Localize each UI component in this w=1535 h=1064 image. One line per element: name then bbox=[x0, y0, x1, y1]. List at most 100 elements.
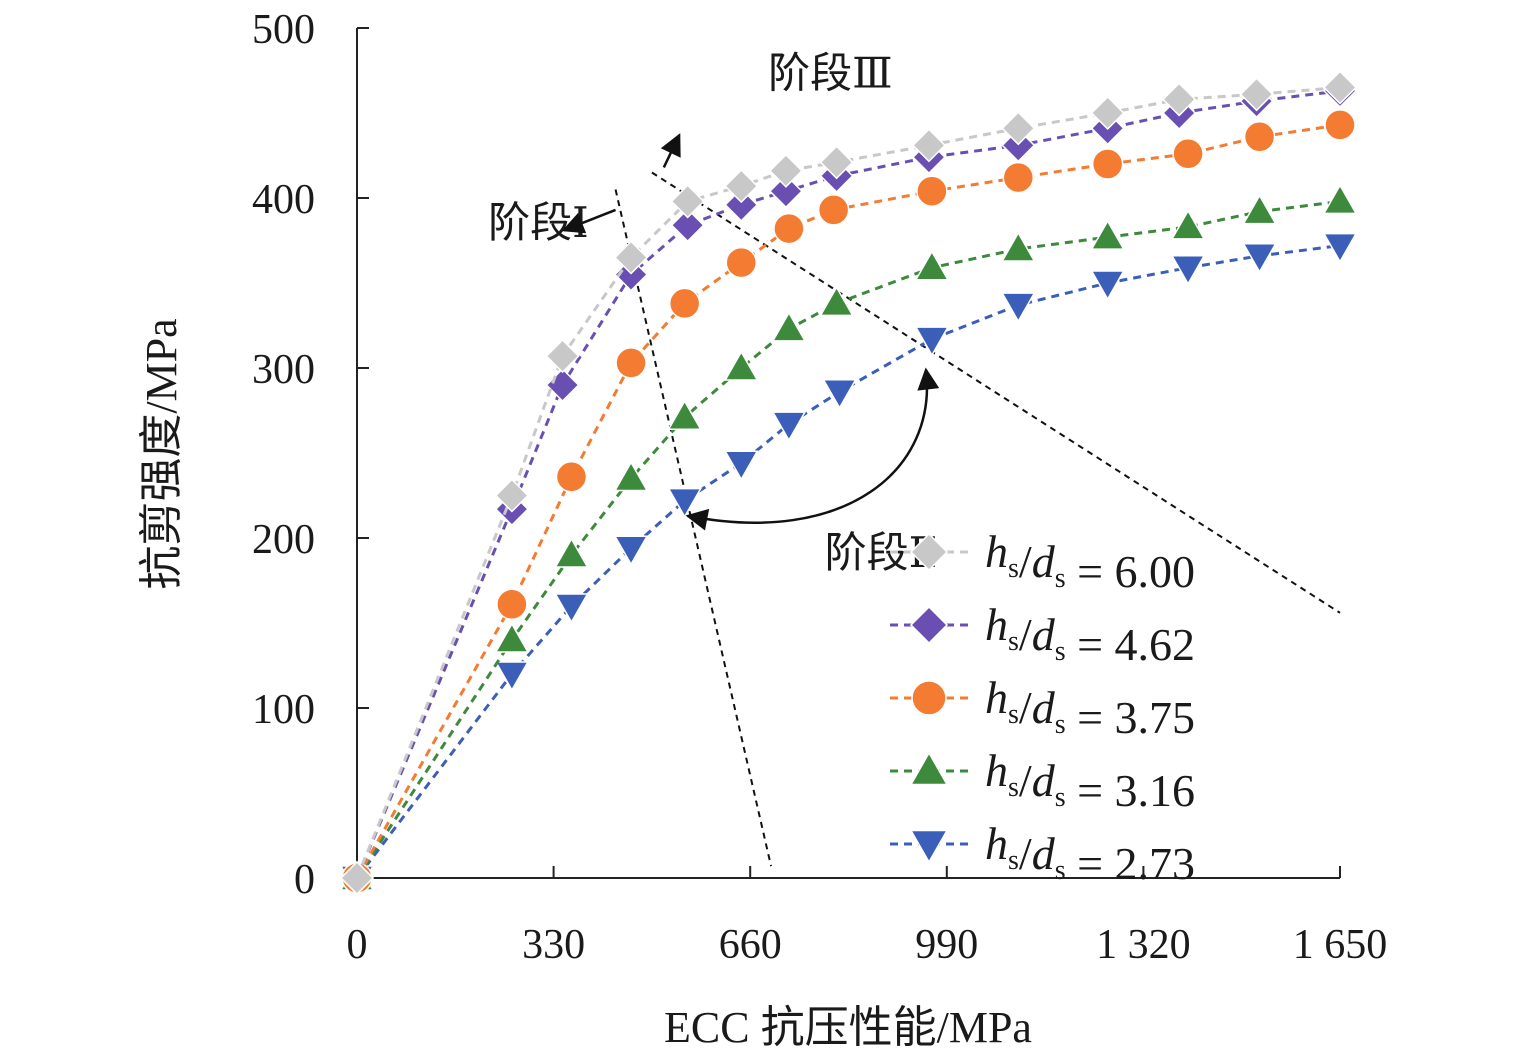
diamond-marker bbox=[339, 860, 375, 896]
circle-marker bbox=[725, 246, 758, 279]
triangle-down-marker bbox=[909, 829, 949, 864]
diamond-marker bbox=[909, 532, 949, 572]
triangle-up-marker bbox=[554, 537, 589, 568]
diamond-marker bbox=[545, 339, 580, 374]
x-axis-title: ECC 抗压性能/MPa bbox=[664, 1003, 1032, 1052]
triangle-up-marker bbox=[771, 311, 807, 342]
diamond-marker bbox=[1090, 95, 1125, 131]
boundary-stage-1-2 bbox=[614, 189, 773, 867]
triangle-up-marker bbox=[1090, 219, 1125, 250]
legend-label: hs/ds = 6.00 bbox=[985, 526, 1195, 597]
triangle-up-marker bbox=[1242, 194, 1277, 225]
triangle-up-marker bbox=[667, 399, 702, 431]
triangle-down-marker bbox=[771, 411, 807, 442]
stage-2-range-arrow bbox=[685, 367, 940, 531]
data-series bbox=[339, 70, 1358, 896]
triangle-up-marker bbox=[723, 350, 759, 381]
diamond-marker bbox=[768, 174, 804, 209]
diamond-marker bbox=[909, 605, 949, 645]
y-tick-label: 100 bbox=[252, 687, 315, 733]
triangle-down-marker bbox=[554, 593, 589, 624]
diamond-marker bbox=[1322, 70, 1358, 105]
legend-label: hs/ds = 2.73 bbox=[985, 818, 1195, 889]
y-tick-label: 0 bbox=[294, 857, 315, 903]
triangle-down-marker bbox=[1170, 254, 1206, 286]
stage-3-label: 阶段Ⅲ bbox=[768, 52, 893, 98]
diamond-marker bbox=[545, 367, 580, 403]
legend-item: hs/ds = 3.16 bbox=[890, 745, 1195, 816]
legend-item: hs/ds = 2.73 bbox=[890, 818, 1195, 889]
diamond-marker bbox=[1239, 77, 1274, 112]
circle-marker bbox=[817, 194, 850, 226]
triangle-down-marker bbox=[667, 487, 702, 519]
triangle-down-marker bbox=[914, 326, 950, 357]
legend-label: hs/ds = 3.75 bbox=[985, 672, 1195, 743]
circle-marker bbox=[916, 175, 948, 207]
series-6.00 bbox=[339, 70, 1358, 896]
x-tick-label: 660 bbox=[719, 922, 782, 968]
triangle-up-marker bbox=[1000, 231, 1036, 262]
triangle-down-marker bbox=[822, 379, 857, 410]
x-tick-label: 990 bbox=[915, 922, 978, 968]
legend-label: hs/ds = 4.62 bbox=[985, 599, 1195, 670]
triangle-up-marker bbox=[613, 460, 649, 492]
legend-item: hs/ds = 4.62 bbox=[890, 599, 1195, 670]
legend-item: hs/ds = 6.00 bbox=[890, 526, 1195, 597]
y-tick-label: 300 bbox=[252, 347, 315, 393]
triangle-down-marker bbox=[1090, 270, 1125, 301]
diamond-marker bbox=[724, 187, 759, 222]
stage-guide-lines bbox=[614, 171, 1341, 867]
circle-marker bbox=[668, 287, 701, 320]
stage-1-label: 阶段Ⅰ bbox=[488, 201, 589, 247]
circle-marker bbox=[1324, 109, 1356, 141]
circle-marker bbox=[496, 588, 528, 621]
circle-marker bbox=[555, 461, 588, 493]
triangle-up-marker bbox=[914, 250, 950, 281]
circle-marker bbox=[911, 680, 947, 716]
series-4.62 bbox=[339, 73, 1358, 896]
triangle-up-marker bbox=[909, 751, 949, 786]
triangle-down-marker bbox=[613, 535, 649, 566]
diamond-marker bbox=[768, 153, 804, 188]
diamond-marker bbox=[724, 169, 759, 204]
diamond-marker bbox=[670, 184, 705, 219]
triangle-down-marker bbox=[723, 450, 759, 481]
circle-marker bbox=[1243, 121, 1276, 153]
series-line bbox=[355, 199, 1341, 879]
circle-marker bbox=[615, 347, 647, 379]
triangle-down-marker bbox=[1242, 243, 1277, 274]
diamond-marker bbox=[819, 145, 854, 180]
triangle-up-marker bbox=[1322, 183, 1358, 215]
triangle-down-marker bbox=[1000, 292, 1036, 323]
triangle-up-marker bbox=[819, 285, 854, 317]
x-tick-label: 1 650 bbox=[1293, 922, 1388, 968]
series-line bbox=[355, 123, 1341, 879]
diamond-marker bbox=[1162, 82, 1197, 117]
diamond-marker bbox=[670, 208, 705, 243]
stage-1-arrow bbox=[561, 208, 617, 234]
triangle-down-marker bbox=[494, 661, 530, 692]
diamond-marker bbox=[494, 478, 529, 513]
circle-marker bbox=[1091, 148, 1124, 180]
diamond-marker bbox=[1001, 111, 1036, 146]
x-tick-label: 0 bbox=[347, 922, 368, 968]
triangle-up-marker bbox=[1170, 209, 1206, 240]
circle-marker bbox=[1002, 161, 1035, 194]
y-tick-label: 500 bbox=[252, 7, 315, 53]
triangle-down-marker bbox=[1322, 232, 1358, 264]
circle-marker bbox=[1172, 138, 1204, 170]
legend-label: hs/ds = 3.16 bbox=[985, 745, 1195, 816]
diamond-marker bbox=[613, 240, 649, 275]
y-tick-label: 400 bbox=[252, 177, 315, 223]
triangle-up-marker bbox=[494, 622, 530, 653]
legend-item: hs/ds = 3.75 bbox=[890, 672, 1195, 743]
diamond-marker bbox=[911, 128, 946, 163]
x-tick-label: 330 bbox=[522, 922, 585, 968]
x-tick-label: 1 320 bbox=[1096, 922, 1191, 968]
stage-3-arrow bbox=[660, 133, 681, 168]
y-axis-title: 抗剪强度/MPa bbox=[137, 318, 186, 589]
axes: 0 100 200 300 400 500 0 330 660 990 1 320 1 650 bbox=[252, 7, 1387, 968]
